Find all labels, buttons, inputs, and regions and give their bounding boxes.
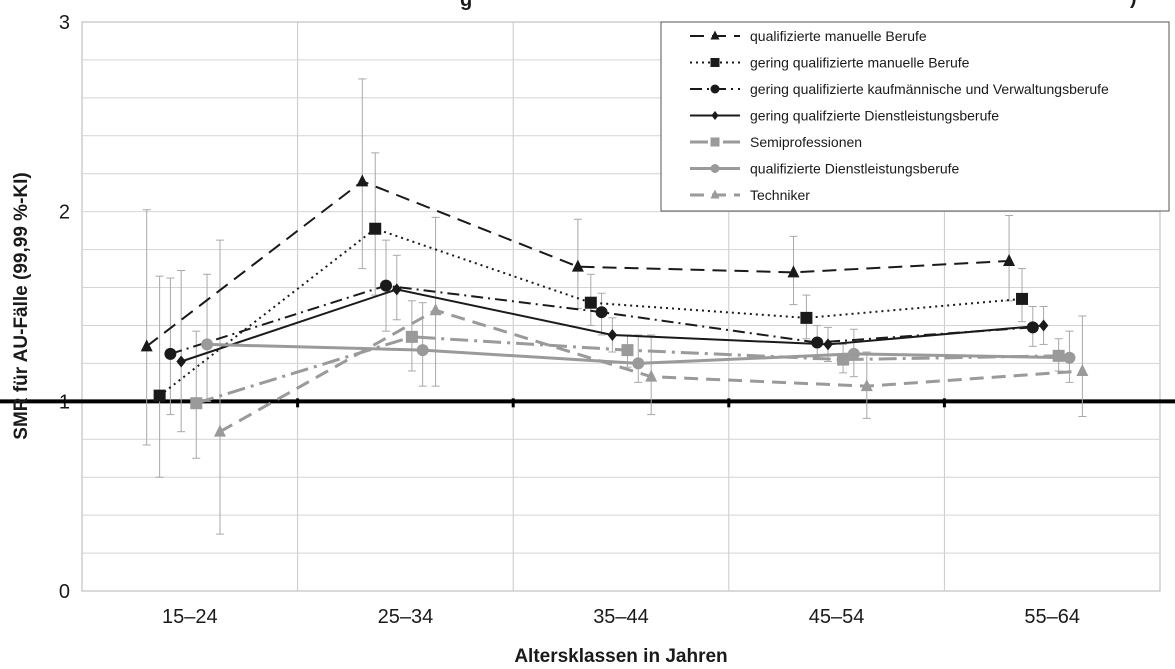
legend-marker-swatch (710, 84, 720, 94)
legend-label: gering qualifzierte Dienstleistungsberuf… (750, 108, 999, 124)
data-point (140, 339, 153, 352)
data-point (416, 344, 429, 357)
data-point (1003, 253, 1016, 266)
data-point (1026, 321, 1039, 334)
y-tick-label: 3 (59, 12, 70, 34)
data-point (1076, 363, 1089, 376)
legend-item: gering qualifizierte manuelle Berufe (690, 55, 970, 71)
legend: qualifizierte manuelle Berufe gering qual… (660, 21, 1170, 212)
data-point (595, 306, 608, 319)
legend-item: gering qualifizierte kaufmännische und V… (690, 81, 1109, 97)
data-point (860, 379, 873, 392)
legend-item: qualifizierte manuelle Berufe (690, 28, 927, 44)
data-point (837, 353, 850, 366)
data-point (645, 369, 658, 382)
x-tick-label: 15–24 (162, 606, 218, 628)
legend-marker-swatch (710, 189, 720, 199)
legend-marker-swatch (711, 111, 719, 120)
series-line-1 (146, 180, 1010, 348)
data-point (607, 328, 618, 341)
clipped-title: g ) (460, 0, 1137, 11)
y-tick-label: 0 (59, 581, 70, 603)
data-point (584, 296, 597, 309)
x-tick-label: 25–34 (378, 606, 434, 628)
legend-box (660, 21, 1170, 212)
legend-marker-swatch (710, 137, 720, 147)
data-point (632, 357, 645, 370)
legend-marker-swatch (710, 58, 720, 67)
legend-item: qualifizierte Dienstleistungsberufe (690, 161, 960, 177)
data-point (405, 330, 418, 343)
x-axis-tick-marks (296, 398, 946, 408)
data-point (213, 424, 226, 437)
clipped-title-right: ) (1130, 0, 1137, 9)
data-point (176, 355, 186, 368)
data-point (787, 265, 800, 278)
legend-marker-swatch (710, 30, 720, 40)
legend-item: gering qualifzierte Dienstleistungsberuf… (690, 108, 999, 124)
data-point (1038, 319, 1049, 332)
data-point (571, 259, 584, 272)
legend-label: Semiprofessionen (750, 134, 862, 150)
legend-item: Semiprofessionen (690, 134, 862, 150)
data-point (847, 347, 860, 360)
legend-marker-swatch (710, 164, 720, 173)
data-point (1016, 292, 1029, 305)
data-point (621, 344, 634, 357)
data-point (391, 283, 402, 296)
legend-label: gering qualifizierte manuelle Berufe (750, 55, 970, 71)
legend-item: Techniker (690, 187, 810, 203)
x-tick-labels: 15–24 25–34 35–44 45–54 55–64 (162, 606, 1080, 628)
clipped-title-left: g (460, 0, 472, 11)
y-axis-title: SMR für AU-Fälle (99,99 %-KI) (11, 172, 32, 439)
legend-label: Techniker (750, 187, 810, 203)
data-point (153, 389, 166, 402)
data-point (811, 336, 824, 349)
legend-label: qualifizierte Dienstleistungsberufe (750, 161, 960, 177)
data-point (369, 222, 382, 235)
data-point (201, 338, 214, 351)
legend-label: gering qualifizierte kaufmännische und V… (750, 81, 1109, 97)
data-point (164, 347, 177, 360)
data-point (800, 311, 813, 324)
data-point (823, 338, 833, 351)
data-point (190, 397, 203, 410)
data-point (1052, 349, 1065, 362)
x-tick-label: 35–44 (593, 606, 649, 628)
data-point (379, 279, 392, 292)
data-point (356, 174, 369, 187)
data-markers (140, 174, 1089, 437)
series-line-2 (159, 227, 1023, 397)
x-axis-title: Altersklassen in Jahren (514, 646, 727, 667)
legend-label: qualifizierte manuelle Berufe (750, 28, 927, 44)
x-tick-label: 45–54 (809, 606, 865, 628)
data-point (1063, 351, 1076, 364)
data-point (429, 303, 442, 316)
x-tick-label: 55–64 (1024, 606, 1080, 628)
y-tick-label: 2 (59, 202, 70, 224)
